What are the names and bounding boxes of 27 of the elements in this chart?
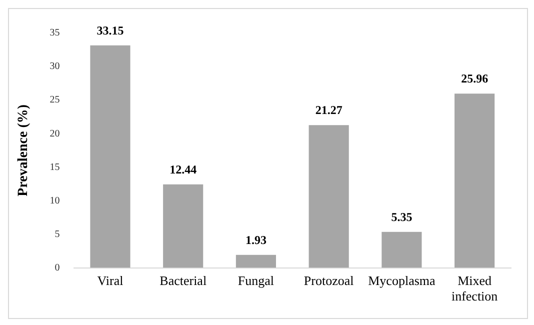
data-label: 1.93	[245, 232, 266, 247]
x-tick-label: Mixed infection	[451, 273, 498, 304]
y-tick-label: 10	[50, 195, 60, 206]
bar	[163, 184, 204, 268]
data-label: 25.96	[461, 72, 488, 86]
y-tick-label: 20	[50, 128, 60, 140]
x-tick-label: Protozoal	[304, 273, 354, 288]
y-tick-label: 15	[50, 162, 60, 173]
x-tick-label: Viral	[97, 273, 124, 288]
data-label: 12.44	[170, 162, 197, 176]
x-tick-label: Mycoplasma	[368, 273, 436, 288]
y-tick-label: 35	[50, 28, 60, 39]
bar	[382, 232, 422, 268]
bar	[236, 254, 276, 268]
x-tick-label: Bacterial	[160, 273, 207, 288]
y-tick-label: 5	[54, 228, 60, 240]
x-tick-label: Fungal	[238, 273, 274, 288]
data-label: 5.35	[391, 210, 412, 224]
bar	[90, 45, 130, 268]
data-label: 33.15	[96, 24, 124, 38]
y-tick-label: 0	[54, 262, 60, 274]
data-label: 21.27	[315, 103, 342, 118]
y-tick-label: 25	[50, 94, 60, 106]
bar	[308, 125, 349, 268]
y-tick-label: 30	[50, 61, 60, 72]
bar	[454, 94, 495, 268]
y-axis-title: Prevalence (%)	[16, 104, 32, 196]
